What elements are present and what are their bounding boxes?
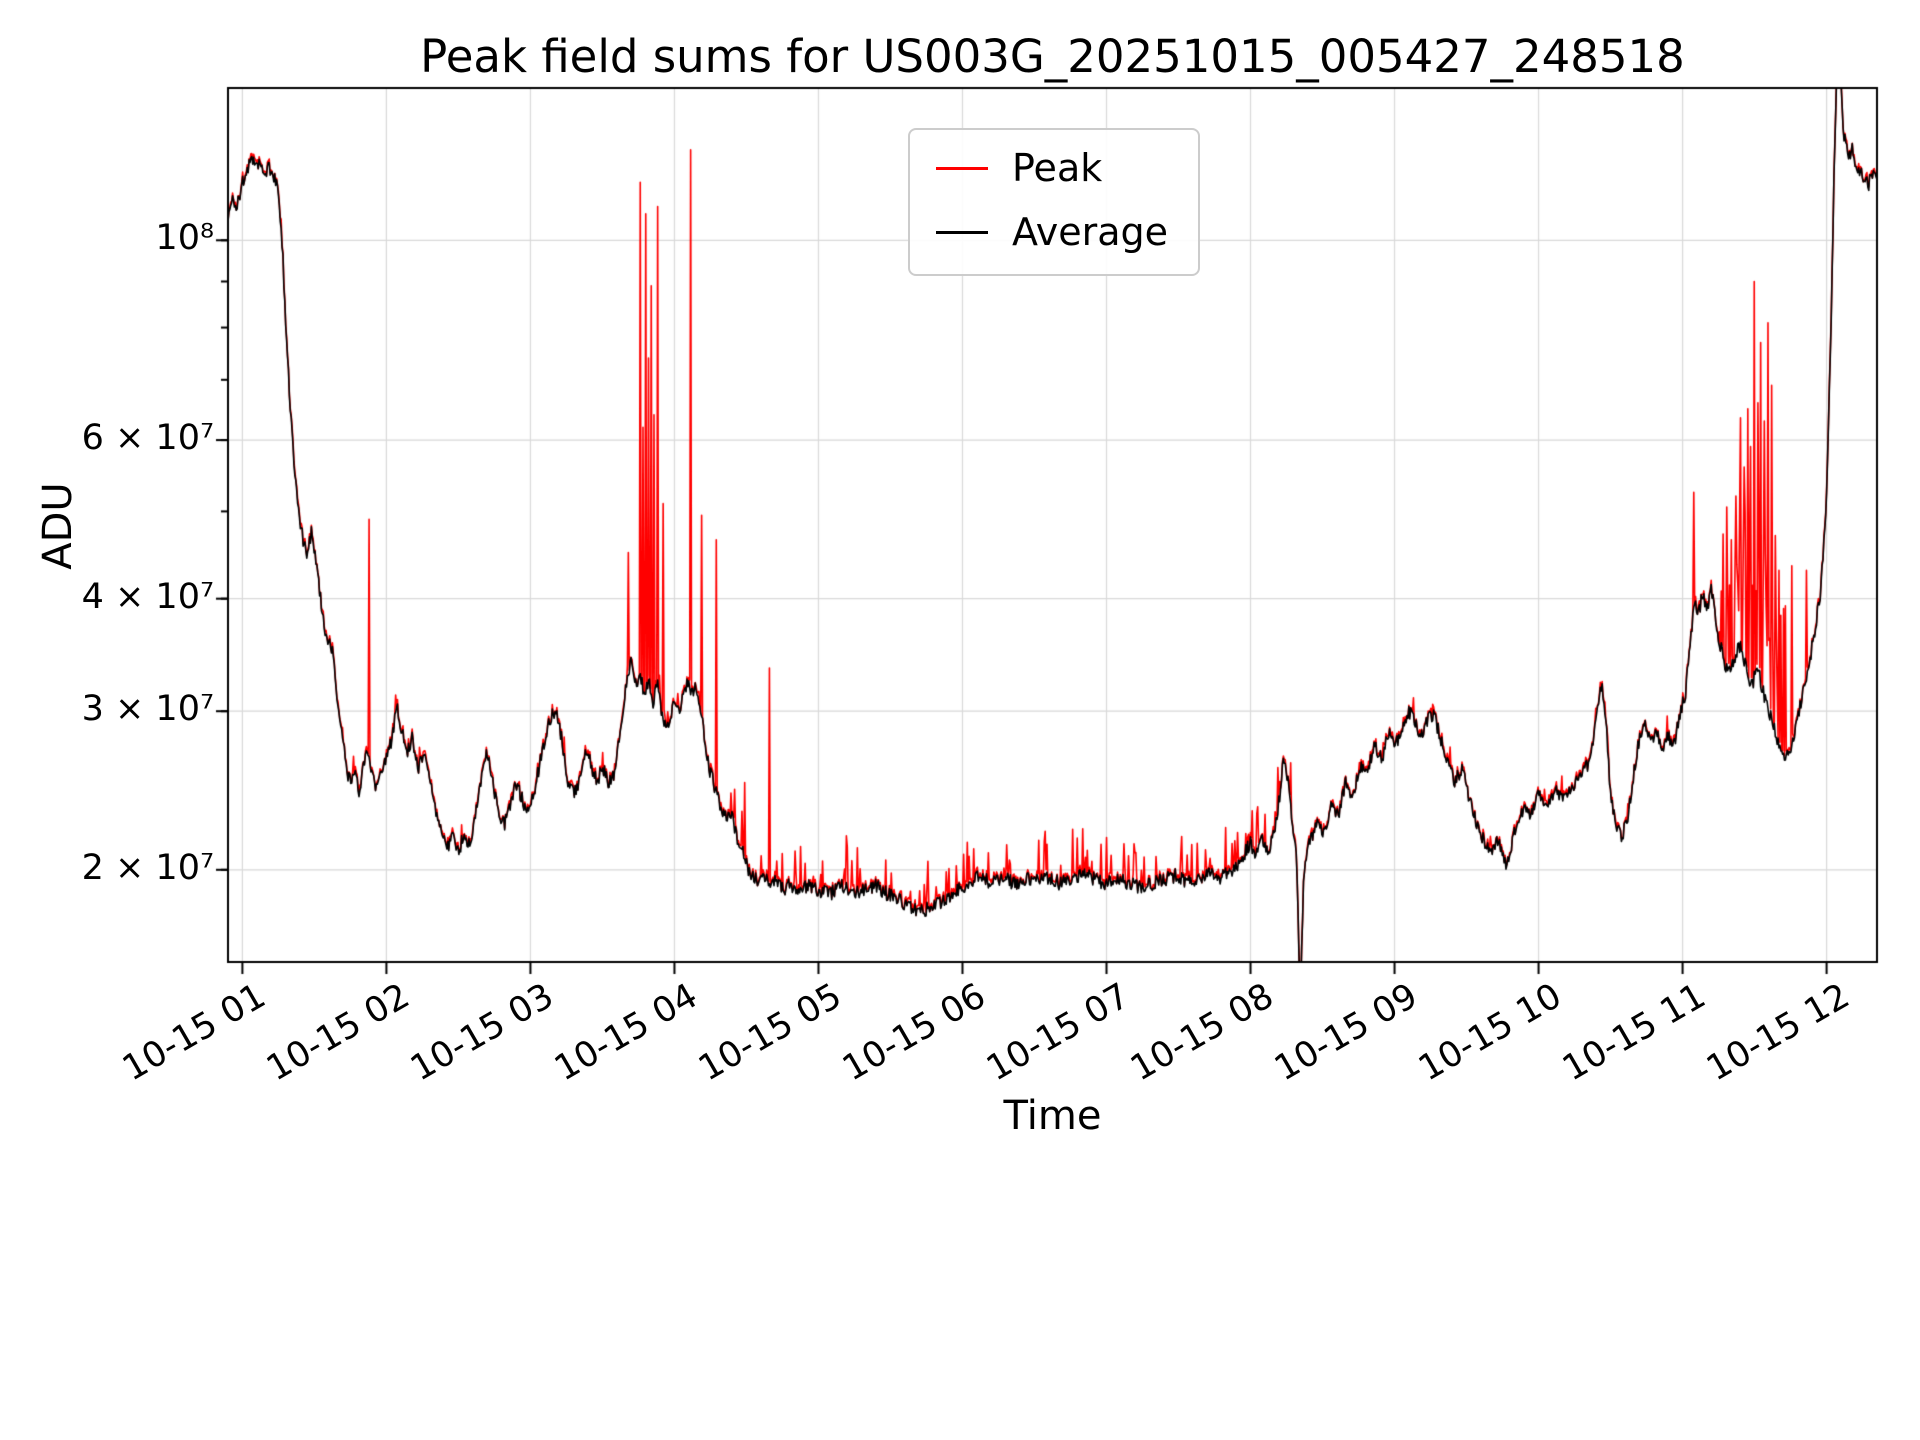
y-axis-label: ADU <box>35 482 81 570</box>
peak-line-sample <box>936 167 988 171</box>
x-axis-label: Time <box>1003 1093 1102 1139</box>
legend-item-average: Average <box>936 209 1169 254</box>
legend-label-peak: Peak <box>1012 146 1103 190</box>
y-tick-label: 4 × 10⁷ <box>81 576 214 617</box>
legend: Peak Average <box>908 128 1201 276</box>
y-tick-label: 2 × 10⁷ <box>81 847 214 888</box>
y-tick-label: 6 × 10⁷ <box>81 418 214 459</box>
y-tick-label: 3 × 10⁷ <box>81 689 214 730</box>
y-tick-label: 10⁸ <box>155 218 214 259</box>
legend-item-peak: Peak <box>936 146 1168 190</box>
average-line-sample <box>936 231 988 235</box>
legend-label-average: Average <box>1012 209 1169 254</box>
chart-title: Peak field sums for US003G_20251015_0054… <box>420 30 1685 83</box>
